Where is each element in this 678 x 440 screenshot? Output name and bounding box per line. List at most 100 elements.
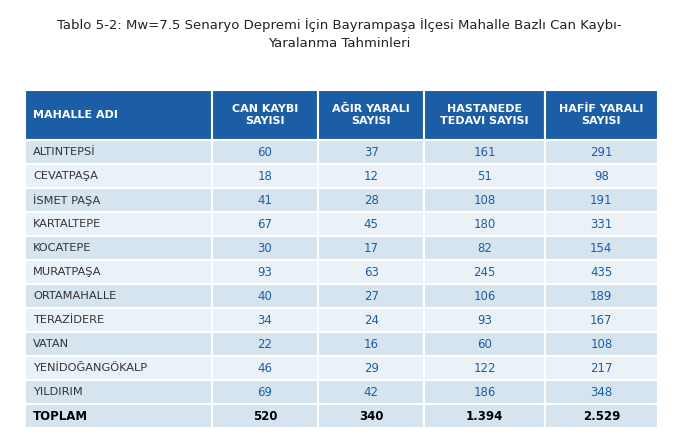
Bar [424, 308, 544, 332]
Bar [212, 404, 318, 428]
Text: Tablo 5-2: Mw=7.5 Senaryo Depremi İçin Bayrampaşa İlçesi Mahalle Bazlı Can Kaybı: Tablo 5-2: Mw=7.5 Senaryo Depremi İçin B… [57, 18, 621, 50]
Bar [544, 236, 658, 260]
Text: 30: 30 [258, 242, 273, 254]
Bar [544, 404, 658, 428]
Bar [212, 90, 318, 140]
Text: 189: 189 [590, 290, 612, 302]
Text: İSMET PAŞA: İSMET PAŞA [33, 194, 100, 206]
Bar [212, 308, 318, 332]
Text: 24: 24 [364, 313, 379, 326]
Text: 34: 34 [258, 313, 273, 326]
Text: 12: 12 [364, 169, 379, 183]
Bar [25, 380, 212, 404]
Text: 217: 217 [590, 362, 613, 374]
Text: 46: 46 [258, 362, 273, 374]
Bar [318, 284, 424, 308]
Text: 27: 27 [364, 290, 379, 302]
Bar [25, 212, 212, 236]
Bar [212, 332, 318, 356]
Bar [318, 404, 424, 428]
Bar [25, 188, 212, 212]
Bar [424, 356, 544, 380]
Text: KOCATEPE: KOCATEPE [33, 243, 92, 253]
Text: 191: 191 [590, 194, 613, 206]
Text: MAHALLE ADI: MAHALLE ADI [33, 110, 118, 120]
Text: 348: 348 [591, 385, 612, 399]
Bar [25, 404, 212, 428]
Bar [318, 140, 424, 164]
Text: MURATPAŞA: MURATPAŞA [33, 267, 102, 277]
Text: 180: 180 [473, 217, 496, 231]
Text: 291: 291 [590, 146, 613, 158]
Text: 340: 340 [359, 410, 384, 422]
Bar [25, 332, 212, 356]
Bar [544, 164, 658, 188]
Text: 51: 51 [477, 169, 492, 183]
Bar [424, 380, 544, 404]
Text: 29: 29 [364, 362, 379, 374]
Text: 93: 93 [258, 265, 273, 279]
Bar [25, 260, 212, 284]
Bar [318, 356, 424, 380]
Text: HAFİF YARALI
SAYISI: HAFİF YARALI SAYISI [559, 104, 643, 126]
Text: 82: 82 [477, 242, 492, 254]
Text: CEVATPAŞA: CEVATPAŞA [33, 171, 98, 181]
Text: 154: 154 [590, 242, 612, 254]
Text: 60: 60 [477, 337, 492, 351]
Bar [424, 90, 544, 140]
Bar [424, 284, 544, 308]
Bar [544, 140, 658, 164]
Bar [424, 404, 544, 428]
Text: 1.394: 1.394 [466, 410, 503, 422]
Bar [424, 332, 544, 356]
Text: 435: 435 [591, 265, 612, 279]
Text: 69: 69 [258, 385, 273, 399]
Bar [318, 332, 424, 356]
Text: 520: 520 [253, 410, 277, 422]
Text: 16: 16 [364, 337, 379, 351]
Bar [25, 90, 212, 140]
Bar [212, 380, 318, 404]
Text: 37: 37 [364, 146, 379, 158]
Text: 93: 93 [477, 313, 492, 326]
Bar [424, 140, 544, 164]
Text: 167: 167 [590, 313, 613, 326]
Text: 22: 22 [258, 337, 273, 351]
Bar [318, 212, 424, 236]
Bar [318, 164, 424, 188]
Text: 331: 331 [591, 217, 612, 231]
Text: 245: 245 [473, 265, 496, 279]
Bar [318, 236, 424, 260]
Text: 28: 28 [364, 194, 379, 206]
Text: TOPLAM: TOPLAM [33, 410, 88, 422]
Text: 18: 18 [258, 169, 273, 183]
Text: ORTAMAHALLE: ORTAMAHALLE [33, 291, 116, 301]
Bar [318, 380, 424, 404]
Bar [544, 90, 658, 140]
Text: 63: 63 [364, 265, 379, 279]
Bar [25, 140, 212, 164]
Text: ALTINTEPSİ: ALTINTEPSİ [33, 147, 96, 157]
Bar [318, 260, 424, 284]
Text: 161: 161 [473, 146, 496, 158]
Bar [212, 140, 318, 164]
Text: 108: 108 [591, 337, 612, 351]
Text: AĞIR YARALI
SAYISI: AĞIR YARALI SAYISI [332, 104, 410, 126]
Text: 98: 98 [594, 169, 609, 183]
Bar [25, 284, 212, 308]
Text: TERAZİDERE: TERAZİDERE [33, 315, 104, 325]
Bar [318, 90, 424, 140]
Bar [544, 212, 658, 236]
Bar [544, 308, 658, 332]
Text: HASTANEDE
TEDAVI SAYISI: HASTANEDE TEDAVI SAYISI [440, 104, 529, 126]
Bar [544, 380, 658, 404]
Text: 17: 17 [364, 242, 379, 254]
Text: 40: 40 [258, 290, 273, 302]
Text: YENİDOĞANGÖKALP: YENİDOĞANGÖKALP [33, 363, 147, 373]
Text: VATAN: VATAN [33, 339, 69, 349]
Text: 67: 67 [258, 217, 273, 231]
Text: 45: 45 [364, 217, 379, 231]
Bar [212, 236, 318, 260]
Text: 60: 60 [258, 146, 273, 158]
Bar [544, 188, 658, 212]
